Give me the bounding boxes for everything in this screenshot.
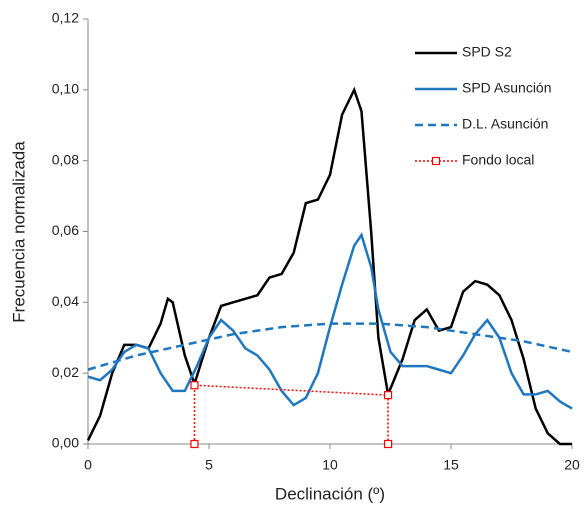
legend-text: D.L. Asunción [462, 116, 548, 132]
y-tick-label: 0,04 [52, 293, 79, 309]
legend-text: Fondo local [462, 152, 534, 168]
y-tick-label: 0,00 [52, 435, 79, 451]
x-tick-label: 20 [564, 457, 580, 473]
marker [190, 381, 199, 390]
series-line [87, 232, 573, 410]
y-tick-label: 0,02 [52, 364, 79, 380]
y-tick-label: 0,08 [52, 151, 79, 167]
series-line [87, 322, 573, 371]
legend-text: SPD S2 [462, 44, 512, 60]
x-tick-label: 5 [205, 457, 213, 473]
marker [383, 391, 393, 400]
x-tick-label: 0 [84, 457, 92, 473]
marker [190, 439, 199, 449]
y-tick-label: 0,10 [52, 81, 79, 97]
series-line [86, 86, 572, 446]
marker [383, 439, 393, 449]
y-tick-label: 0,12 [52, 10, 79, 26]
y-tick-label: 0,06 [52, 222, 79, 238]
y-axis-title: Frecuencia normalizada [9, 141, 28, 323]
legend-text: SPD Asunción [462, 80, 552, 96]
x-axis-title: Declinación (º) [275, 484, 385, 503]
x-tick-label: 15 [443, 457, 459, 473]
legend-marker [431, 156, 441, 166]
x-tick-label: 10 [322, 457, 338, 473]
series-line [193, 384, 389, 444]
